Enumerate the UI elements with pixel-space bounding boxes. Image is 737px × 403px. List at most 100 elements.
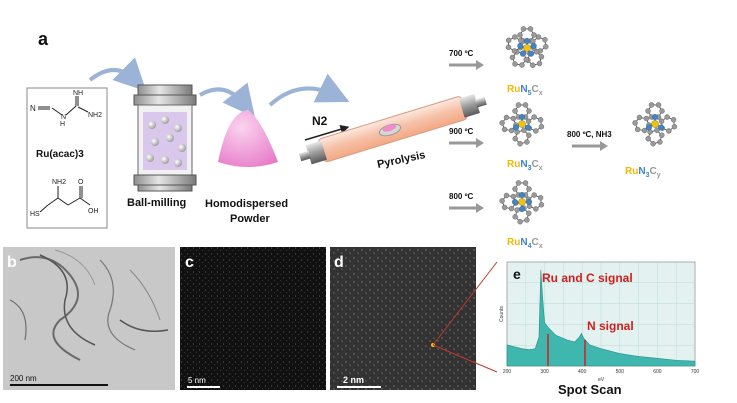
ruthenium-atom xyxy=(518,198,526,206)
carbon-atom xyxy=(512,61,518,67)
ruthenium-atom xyxy=(651,120,659,128)
carbon-atom xyxy=(503,192,510,199)
product-runc-3 xyxy=(499,180,545,225)
ruthenium-atom xyxy=(523,44,531,52)
panel-label-a: a xyxy=(38,29,49,49)
precursor-box: N NH NH2 H N Ru(acac)3 NH2 O OH HS xyxy=(26,87,108,229)
atom-cys-o: O xyxy=(78,179,84,186)
ruthenium-atom xyxy=(518,120,526,128)
carbon-atom xyxy=(514,207,520,213)
carbon-atom xyxy=(508,127,515,134)
carbon-atom xyxy=(522,102,529,108)
panel-label-b: b xyxy=(7,254,17,271)
carbon-atom xyxy=(533,206,539,212)
carbon-atom xyxy=(537,195,544,201)
n2-arrow xyxy=(304,124,350,141)
atom-n-nitrile: N xyxy=(30,104,36,113)
carbon-atom xyxy=(517,141,523,147)
carbon-atom xyxy=(648,102,655,108)
atom-nh: NH xyxy=(73,90,83,97)
powder-label: Powder xyxy=(230,213,270,225)
nitrogen-atom xyxy=(512,198,519,205)
product-label-1: RuN5Cx xyxy=(507,84,543,97)
carbon-atom xyxy=(671,124,678,130)
carbon-atom xyxy=(659,108,665,114)
carbon-atom xyxy=(519,62,525,68)
powder-pile xyxy=(218,110,278,167)
carbon-atom xyxy=(508,205,515,212)
svg-text:800 ºC, NH3: 800 ºC, NH3 xyxy=(567,130,612,139)
carbon-atom xyxy=(526,186,532,192)
carbon-atom xyxy=(512,108,518,114)
carbon-atom xyxy=(538,54,545,60)
eds-xtick-label: 600 xyxy=(653,369,662,375)
arrow-to-mill xyxy=(88,57,147,92)
product-runc-4 xyxy=(632,102,678,147)
carbon-atom xyxy=(658,118,665,124)
carbon-atom xyxy=(505,44,512,51)
carbon-atom xyxy=(523,56,529,63)
carbon-atom xyxy=(654,127,660,133)
panel-label-d: d xyxy=(334,254,344,271)
nitrogen-atom xyxy=(512,124,519,131)
carbon-atom xyxy=(531,192,537,198)
carbon-atom xyxy=(509,54,516,61)
nitrogen-atom xyxy=(658,124,665,131)
carbon-atom xyxy=(499,198,505,204)
ru-acac-label: Ru(acac)3 xyxy=(36,149,84,160)
nitrogen-atom xyxy=(519,205,526,212)
carbon-atom xyxy=(525,118,532,124)
nitrogen-atom xyxy=(525,124,532,131)
carbon-atom xyxy=(515,102,522,108)
carbon-atom xyxy=(643,115,650,122)
panel-d-haadf-image xyxy=(330,247,476,390)
carbon-atom xyxy=(526,108,532,114)
product-label-4: RuN3Cy xyxy=(625,166,661,179)
eds-xtick-label: 200 xyxy=(503,369,512,375)
carbon-atom xyxy=(645,108,651,114)
carbon-atom xyxy=(512,136,518,142)
nitrogen-atom xyxy=(519,191,526,198)
temp-arrow-800-nh3: 800 ºC, NH3 xyxy=(567,130,612,151)
carbon-atom xyxy=(664,114,670,120)
nitrogen-atom xyxy=(517,42,524,49)
tube-furnace xyxy=(298,93,487,165)
ball-milling-label: Ball-milling xyxy=(127,197,186,209)
carbon-atom xyxy=(666,128,672,134)
nitrogen-atom xyxy=(528,50,535,57)
ball-mill-jar xyxy=(133,84,197,192)
scale-bar-c-label: 5 nm xyxy=(188,376,206,385)
scale-bar-b-label: 200 nm xyxy=(10,374,37,383)
atom-h: H xyxy=(60,121,65,128)
carbon-atom xyxy=(535,34,542,40)
carbon-atom xyxy=(518,37,524,44)
pyrolysis-label: Pyrolysis xyxy=(376,149,426,171)
eds-xtick-label: 300 xyxy=(540,369,549,375)
eds-spectrum-chart: 200 300 400 500 600 700 xyxy=(503,261,699,375)
carbon-atom xyxy=(533,128,539,134)
carbon-atom xyxy=(538,202,545,208)
carbon-atom xyxy=(530,62,536,68)
scale-bar-d-label: 2 nm xyxy=(343,375,364,385)
nitrogen-atom xyxy=(524,38,531,45)
carbon-atom xyxy=(641,127,648,134)
arrow-to-tube xyxy=(268,73,350,107)
eds-xlabel: eV xyxy=(598,377,605,383)
carbon-atom xyxy=(511,48,518,54)
carbon-atom xyxy=(634,126,641,133)
carbon-atom xyxy=(632,120,638,126)
eds-xtick-label: 500 xyxy=(616,369,625,375)
nitrogen-atom xyxy=(526,198,533,205)
carbon-atom xyxy=(512,34,518,40)
eds-label-ru-c: Ru and C signal xyxy=(542,271,633,285)
carbon-atom xyxy=(499,120,505,126)
atom-cys-oh: OH xyxy=(88,208,99,215)
eds-spectrum-area xyxy=(506,269,696,367)
nitrogen-atom xyxy=(519,113,526,120)
nitrogen-atom xyxy=(652,113,659,120)
carbon-atom xyxy=(538,124,545,130)
svg-text:800 ºC: 800 ºC xyxy=(449,192,473,201)
carbon-atom xyxy=(512,214,518,220)
panel-c-haadf-image xyxy=(180,247,326,390)
